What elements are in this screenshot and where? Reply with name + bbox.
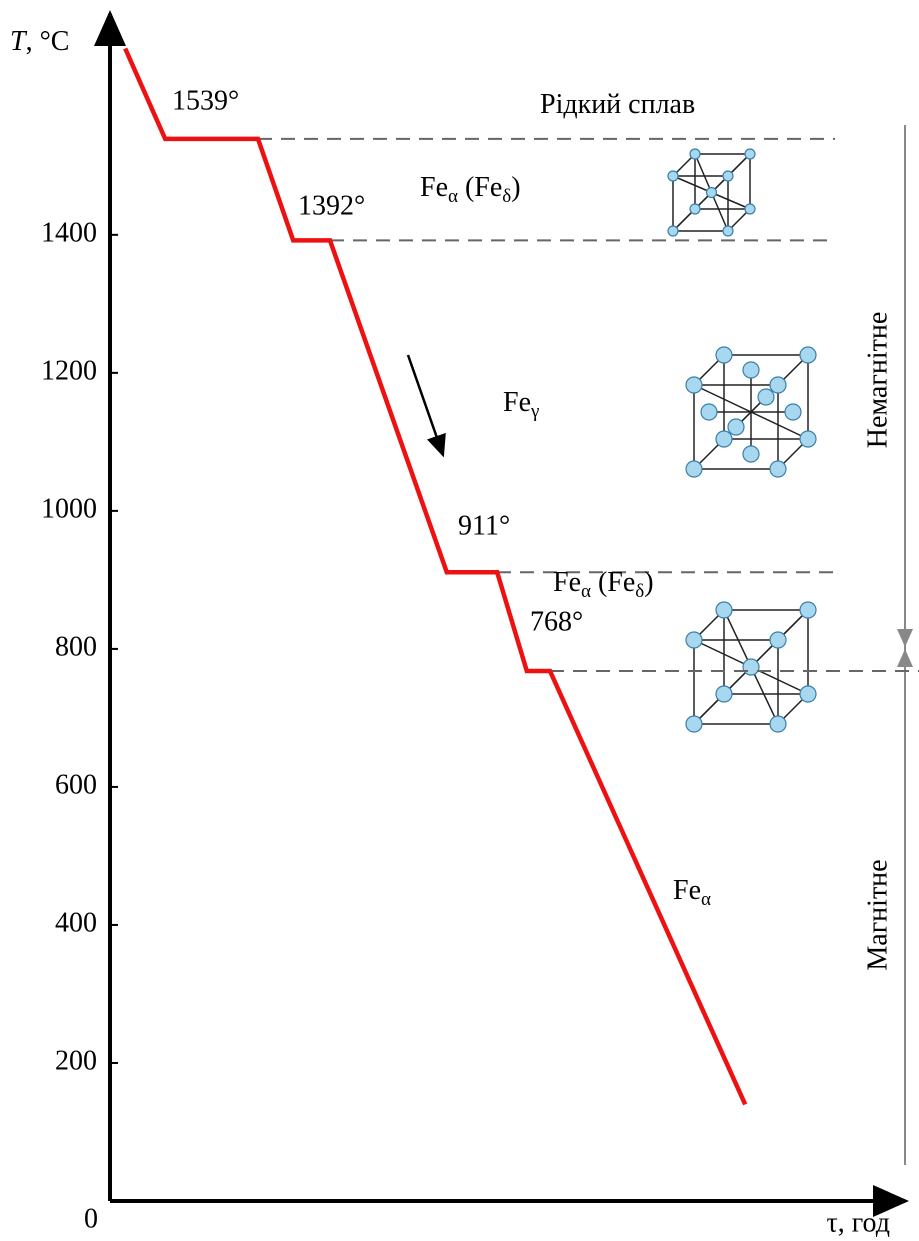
- plateau-label: 1392°: [298, 190, 365, 221]
- y-tick-label: 1000: [41, 493, 97, 524]
- phase-text: (Fe: [591, 567, 635, 598]
- phase-text: Fe: [673, 875, 701, 906]
- chart: T, °C τ, год 0 200 400 600 800 1000 1200 1400 15…: [0, 0, 919, 1241]
- phase-label: Рідкий сплав: [540, 89, 695, 120]
- lattice-atom: [770, 461, 786, 477]
- y-axis-label: T, °C: [10, 26, 69, 57]
- lattice-atom: [668, 226, 678, 236]
- lattice-atom: [745, 149, 755, 159]
- page: {"chart_data":{"type":"line", "y_label":…: [0, 0, 919, 1241]
- lattice-atom: [716, 431, 732, 447]
- magnetic-label: Немагнітне: [862, 312, 893, 449]
- phase-text: Fe: [420, 172, 448, 203]
- lattice-atom: [743, 659, 759, 675]
- lattice-atom: [728, 419, 744, 435]
- lattice-atom: [800, 431, 816, 447]
- lattice-icons: [668, 149, 816, 732]
- phase-subscript: α: [581, 581, 591, 602]
- phase-subscript: α: [448, 186, 458, 207]
- phase-label: Feγ: [503, 387, 539, 422]
- y-tick-label: 600: [55, 769, 97, 800]
- lattice-atom: [743, 446, 759, 462]
- lattice-atom: [800, 686, 816, 702]
- phase-text: ): [644, 567, 653, 598]
- phase-subscript: δ: [502, 186, 511, 207]
- phase-label: Feα: [673, 875, 711, 910]
- lattice-atom: [690, 204, 700, 214]
- lattice-atom: [745, 204, 755, 214]
- phase-subscript: α: [701, 889, 711, 910]
- phase-subscript: γ: [530, 401, 539, 422]
- plateau-label: 1539°: [172, 85, 239, 116]
- y-tick-label: 1200: [41, 355, 97, 386]
- phase-text: Fe: [503, 387, 531, 418]
- phase-subscript: δ: [635, 581, 644, 602]
- lattice-atom: [758, 389, 774, 405]
- phase-text: Рідкий сплав: [540, 89, 695, 120]
- lattice-atom: [785, 404, 801, 420]
- lattice-atom: [690, 149, 700, 159]
- lattice-atom: [723, 226, 733, 236]
- lattice-atom: [770, 632, 786, 648]
- cooling-arrow: [408, 355, 443, 455]
- y-tick-label: 400: [55, 907, 97, 938]
- lattice-atom: [800, 347, 816, 363]
- lattice-atom: [743, 362, 759, 378]
- lattice-atom: [723, 171, 733, 181]
- lattice-atom: [716, 602, 732, 618]
- plateau-label: 911°: [458, 510, 510, 541]
- lattice-atom: [770, 716, 786, 732]
- plateau-label: 768°: [530, 606, 583, 637]
- phase-text: ): [511, 172, 520, 203]
- lattice-atom: [770, 377, 786, 393]
- magnetic-label: Магнітне: [862, 859, 893, 970]
- lattice-atom: [686, 461, 702, 477]
- lattice-atom: [800, 602, 816, 618]
- x-axis-label: τ, год: [827, 1207, 890, 1238]
- lattice-atom: [716, 347, 732, 363]
- phase-text: Fe: [553, 567, 581, 598]
- lattice-atom: [686, 377, 702, 393]
- phase-text: (Fe: [458, 172, 502, 203]
- lattice-atom: [716, 686, 732, 702]
- lattice-atom: [686, 716, 702, 732]
- lattice-atom: [707, 188, 717, 198]
- phase-label: Feα (Feδ): [420, 172, 521, 207]
- y-tick-label: 1400: [41, 217, 97, 248]
- y-tick-label: 200: [55, 1045, 97, 1076]
- lattice-atom: [701, 404, 717, 420]
- lattice-atom: [668, 171, 678, 181]
- y-tick-label: 800: [55, 631, 97, 662]
- lattice-atom: [686, 632, 702, 648]
- y-tick-label: 0: [84, 1203, 98, 1234]
